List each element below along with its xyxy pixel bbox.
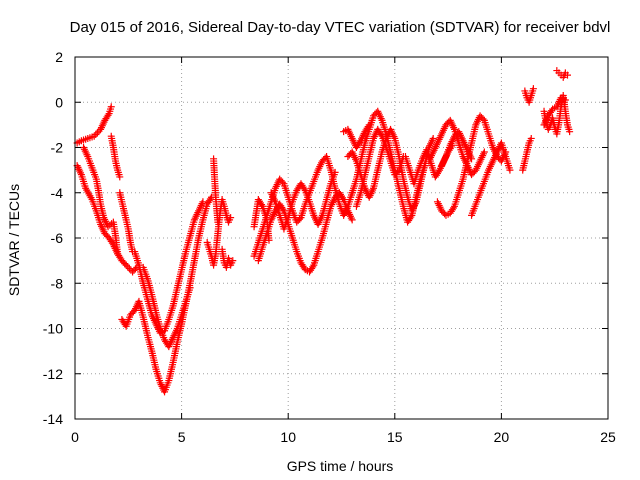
data-series: [267, 168, 339, 233]
data-point: [279, 178, 287, 186]
data-point: [107, 103, 115, 111]
data-point: [93, 129, 101, 137]
data-point: [92, 130, 100, 138]
y-tick-label: -4: [51, 185, 64, 201]
y-tick-label: -6: [51, 230, 64, 246]
data-point: [364, 123, 372, 131]
data-point: [214, 218, 222, 226]
data-series: [80, 144, 122, 258]
data-point: [407, 213, 415, 221]
data-point: [480, 148, 488, 156]
data-point: [296, 215, 304, 223]
y-tick-label: 2: [55, 49, 63, 65]
data-series: [210, 155, 222, 226]
data-point: [506, 166, 514, 174]
data-series: [203, 196, 235, 269]
data-series: [468, 139, 514, 219]
data-point: [186, 284, 194, 292]
data-point: [124, 263, 132, 271]
data-point: [116, 173, 124, 181]
data-point: [265, 236, 273, 244]
data-point: [199, 198, 207, 206]
data-point: [365, 121, 373, 129]
data-point: [331, 168, 339, 176]
data-series: [540, 94, 569, 129]
y-axis-label: SDTVAR / TECUs: [6, 184, 22, 296]
data-point: [356, 138, 364, 146]
data-point: [114, 250, 122, 258]
x-tick-label: 0: [71, 429, 79, 445]
data-point: [122, 261, 130, 269]
data-point: [309, 263, 317, 271]
data-series: [73, 162, 141, 276]
data-point: [529, 85, 537, 93]
data-point: [95, 127, 103, 135]
data-point: [121, 260, 129, 268]
y-tick-label: -8: [51, 275, 64, 291]
data-point: [394, 168, 402, 176]
data-point: [377, 130, 385, 138]
data-point: [348, 216, 356, 224]
data-point: [125, 265, 133, 273]
data-series: [73, 103, 115, 147]
data-series: [116, 189, 137, 256]
data-series: [139, 263, 194, 351]
y-tick-label: -2: [51, 140, 64, 156]
data-point: [566, 128, 574, 136]
data-point: [429, 134, 437, 142]
data-point: [561, 96, 569, 104]
x-tick-label: 5: [178, 429, 186, 445]
x-axis-label: GPS time / hours: [287, 458, 394, 474]
data-series: [540, 91, 574, 138]
data-point: [104, 111, 112, 119]
plot-area: [73, 67, 574, 396]
data-series: [521, 85, 537, 106]
data-series: [218, 245, 237, 271]
data-series: [519, 134, 535, 174]
data-point: [131, 265, 139, 273]
data-point: [229, 257, 237, 265]
data-series: [340, 121, 373, 151]
data-point: [435, 168, 443, 176]
y-tick-label: -12: [43, 366, 63, 382]
data-series: [348, 107, 429, 226]
data-point: [258, 201, 266, 209]
axes: 0 5 10 15 20 25 -14 -12 -10 -8 -6 -4 -2 0 2: [43, 49, 616, 445]
data-point: [90, 132, 98, 140]
grid: [75, 57, 608, 419]
x-tick-label: 20: [494, 429, 510, 445]
y-tick-label: -10: [43, 321, 63, 337]
x-tick-label: 25: [600, 429, 616, 445]
data-series: [438, 128, 476, 170]
x-tick-label: 10: [280, 429, 296, 445]
data-series: [107, 132, 124, 181]
data-series: [425, 116, 488, 179]
data-point: [527, 134, 535, 142]
data-point: [339, 194, 347, 202]
data-point: [563, 71, 571, 79]
data-series: [118, 193, 215, 396]
y-tick-label: 0: [55, 94, 63, 110]
y-tick-label: -14: [43, 411, 63, 427]
data-point: [227, 214, 235, 222]
chart-title: Day 015 of 2016, Sidereal Day-to-day VTE…: [70, 19, 611, 36]
data-point: [479, 115, 487, 123]
data-series: [250, 153, 356, 260]
x-tick-label: 15: [387, 429, 403, 445]
data-point: [300, 185, 308, 193]
data-point: [449, 204, 457, 212]
data-point: [468, 155, 476, 163]
data-series: [250, 196, 273, 244]
data-series: [553, 67, 571, 81]
